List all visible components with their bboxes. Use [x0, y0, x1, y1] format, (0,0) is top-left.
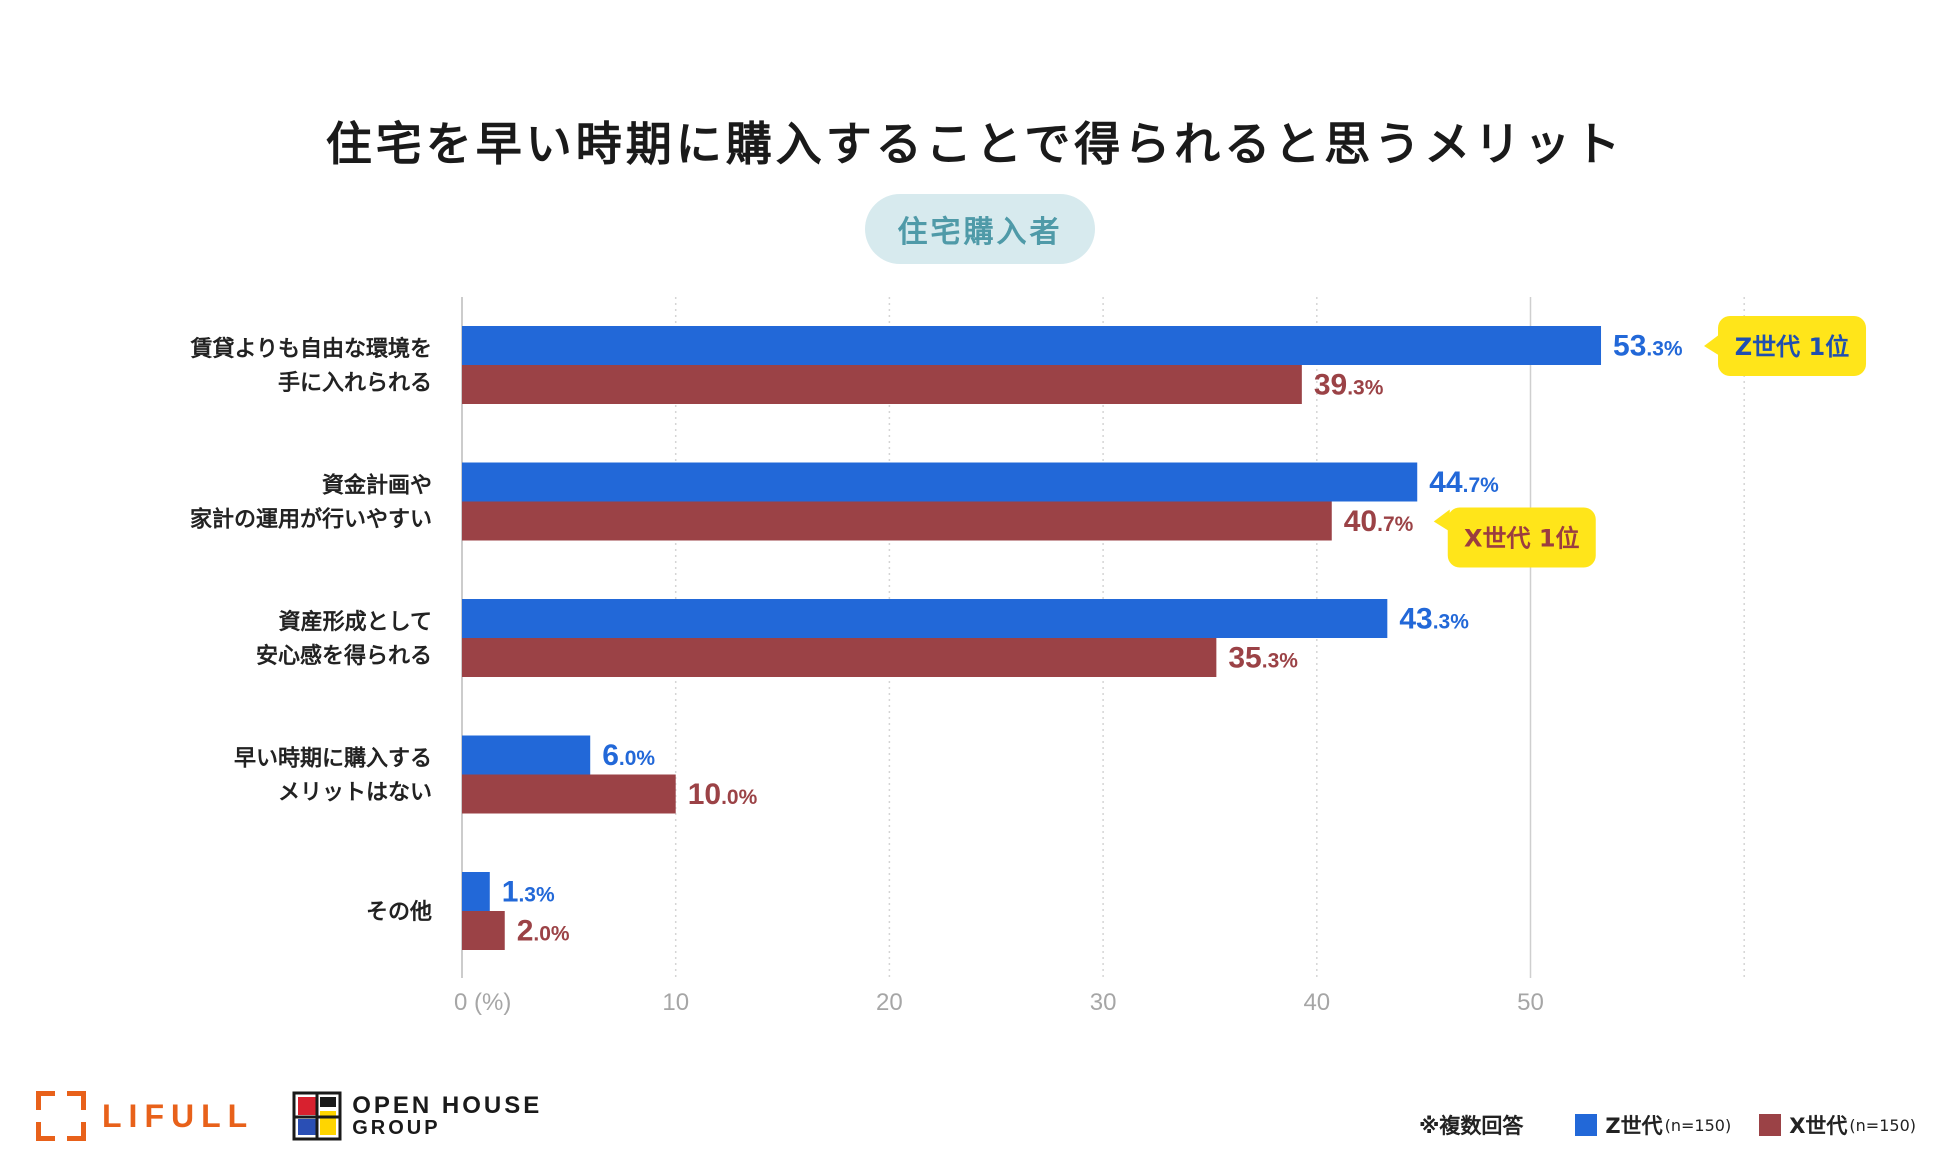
x-tick-label: 10 [662, 989, 689, 1016]
legend-n-z: (n=150) [1664, 1115, 1732, 1135]
value-label-x: 35.3% [1228, 642, 1298, 675]
bar-x [462, 638, 1217, 677]
value-label-x: 40.7% [1344, 505, 1414, 538]
x-tick-label: 50 [1517, 989, 1544, 1016]
bar-z [462, 872, 490, 911]
value-label-z: 1.3% [502, 876, 555, 909]
open-house-group-text: GROUP [352, 1117, 441, 1140]
legend-item-x: X世代 (n=150) [1759, 1110, 1916, 1140]
legend-swatch-z [1575, 1114, 1598, 1136]
x-tick-label: 0 (%) [454, 989, 511, 1016]
bar-x [462, 911, 505, 950]
category-label: 資産形成として [279, 609, 432, 635]
legend-item-z: Z世代 (n=150) [1575, 1110, 1731, 1140]
legend: ※複数回答 Z世代 (n=150) X世代 (n=150) [1419, 1110, 1916, 1140]
value-label-z: 43.3% [1399, 603, 1469, 636]
category-label: 賃貸よりも自由な環境を [189, 336, 432, 362]
open-house-text: OPEN HOUSE [352, 1091, 543, 1119]
legend-swatch-x [1759, 1114, 1782, 1136]
lifull-logo: LIFULL [36, 1091, 254, 1141]
bar-x [462, 774, 676, 814]
x-tick-label: 40 [1303, 989, 1330, 1016]
bar-z [462, 735, 591, 775]
bar-x [462, 501, 1332, 541]
legend-note: ※複数回答 [1418, 1114, 1524, 1138]
x-tick-label: 30 [1090, 989, 1117, 1016]
category-label: 手に入れられる [278, 371, 432, 396]
category-label: 早い時期に購入する [234, 747, 432, 772]
category-label: その他 [366, 900, 432, 925]
bar-z [462, 462, 1418, 502]
bar-z [462, 326, 1602, 365]
bar-x [462, 365, 1302, 404]
category-label: 資金計画や [322, 473, 432, 499]
subtitle-badge: 住宅購入者 [865, 194, 1095, 264]
category-label: 家計の運用が行いやすい [190, 507, 432, 533]
value-label-x: 39.3% [1314, 369, 1384, 402]
rank-badge: Z世代 1位 [1704, 316, 1867, 376]
open-house-logo: OPEN HOUSE GROUP [292, 1091, 542, 1141]
rank-badge-text: Z世代 1位 [1735, 333, 1849, 361]
legend-n-x: (n=150) [1849, 1115, 1916, 1135]
value-label-x: 2.0% [517, 915, 570, 948]
open-house-icon [292, 1091, 342, 1141]
value-label-z: 44.7% [1429, 466, 1499, 499]
rank-badge: X世代 1位 [1433, 507, 1596, 568]
chart-title: 住宅を早い時期に購入することで得られると思うメリット [325, 117, 1625, 171]
footer-logos: LIFULL OPEN HOUSE GROUP [36, 1088, 542, 1144]
value-label-z: 6.0% [602, 739, 655, 772]
rank-badge-text: X世代 1位 [1464, 525, 1580, 553]
bar-z [462, 599, 1388, 638]
lifull-bracket-icon [36, 1091, 86, 1141]
category-label: 安心感を得られる [256, 643, 432, 669]
category-label: メリットはない [278, 781, 432, 806]
legend-label-z: Z世代 [1605, 1114, 1663, 1138]
legend-label-x: X世代 [1789, 1114, 1848, 1138]
value-label-z: 53.3% [1613, 330, 1683, 363]
x-tick-label: 20 [876, 989, 903, 1016]
value-label-x: 10.0% [688, 778, 758, 811]
lifull-logo-text: LIFULL [102, 1097, 255, 1134]
